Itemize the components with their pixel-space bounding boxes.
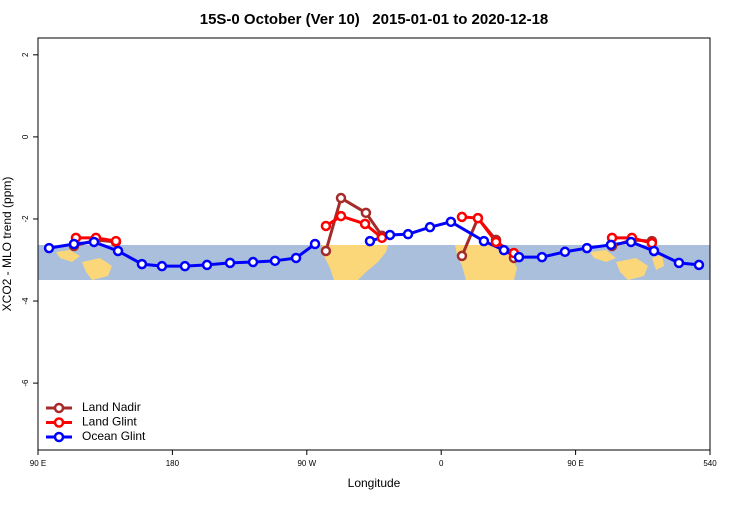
legend-swatch-marker <box>53 417 65 428</box>
y-tick-label: -2 <box>21 215 30 223</box>
data-point <box>513 251 525 263</box>
data-point <box>478 235 490 247</box>
legend-label: Land Nadir <box>82 400 141 414</box>
x-tick-label: 180 <box>166 459 180 468</box>
data-point <box>402 228 414 240</box>
data-point <box>43 242 55 254</box>
data-point <box>269 255 281 267</box>
x-tick-label: 90 W <box>297 459 316 468</box>
data-point <box>201 259 213 271</box>
legend-label: Ocean Glint <box>82 429 146 443</box>
data-point <box>673 257 685 269</box>
data-point <box>559 246 571 258</box>
plot-frame <box>37 37 711 451</box>
y-tick-label: -4 <box>21 297 30 305</box>
chart-title: 15S-0 October (Ver 10) 2015-01-01 to 202… <box>200 11 549 28</box>
data-point <box>112 245 124 257</box>
data-point <box>247 256 259 268</box>
data-point <box>625 236 637 248</box>
y-tick-label: 0 <box>21 134 30 139</box>
data-point <box>110 235 122 247</box>
data-point <box>472 212 484 224</box>
y-axis-label: XCO2 - MLO trend (ppm) <box>0 177 14 312</box>
legend-label: Land Glint <box>82 415 137 429</box>
land <box>652 254 664 270</box>
land <box>590 250 616 262</box>
data-point <box>456 250 468 262</box>
data-point <box>364 235 376 247</box>
data-point <box>456 211 468 223</box>
data-point <box>88 236 100 248</box>
data-point <box>320 220 332 232</box>
data-point <box>360 207 372 219</box>
data-point <box>490 236 502 248</box>
x-tick-label: 540 <box>703 459 717 468</box>
x-axis-label: Longitude <box>348 476 401 490</box>
data-point <box>581 242 593 254</box>
data-point <box>498 244 510 256</box>
land <box>82 258 112 280</box>
y-tick-label: 2 <box>21 52 30 57</box>
data-point <box>136 258 148 270</box>
data-point <box>536 251 548 263</box>
data-point <box>224 257 236 269</box>
data-point <box>445 216 457 228</box>
data-point <box>335 210 347 222</box>
data-point <box>384 229 396 241</box>
x-tick-label: 90 E <box>30 459 46 468</box>
y-tick-label: -6 <box>21 379 30 387</box>
data-point <box>424 221 436 233</box>
data-point <box>359 218 371 230</box>
data-point <box>156 260 168 272</box>
data-point <box>320 245 332 257</box>
data-point <box>605 239 617 251</box>
data-point <box>68 238 80 250</box>
data-point <box>179 260 191 272</box>
data-point <box>648 245 660 257</box>
map-band <box>38 245 710 280</box>
data-point <box>376 232 388 244</box>
data-point <box>335 192 347 204</box>
data-point <box>309 238 321 250</box>
land <box>56 250 80 262</box>
x-tick-label: 0 <box>439 459 444 468</box>
land <box>616 258 648 280</box>
land <box>322 245 388 280</box>
legend-swatch-marker <box>53 431 65 443</box>
data-point <box>693 259 705 271</box>
legend-swatch-marker <box>53 402 65 414</box>
data-point <box>290 252 302 264</box>
x-tick-label: 90 E <box>567 459 583 468</box>
